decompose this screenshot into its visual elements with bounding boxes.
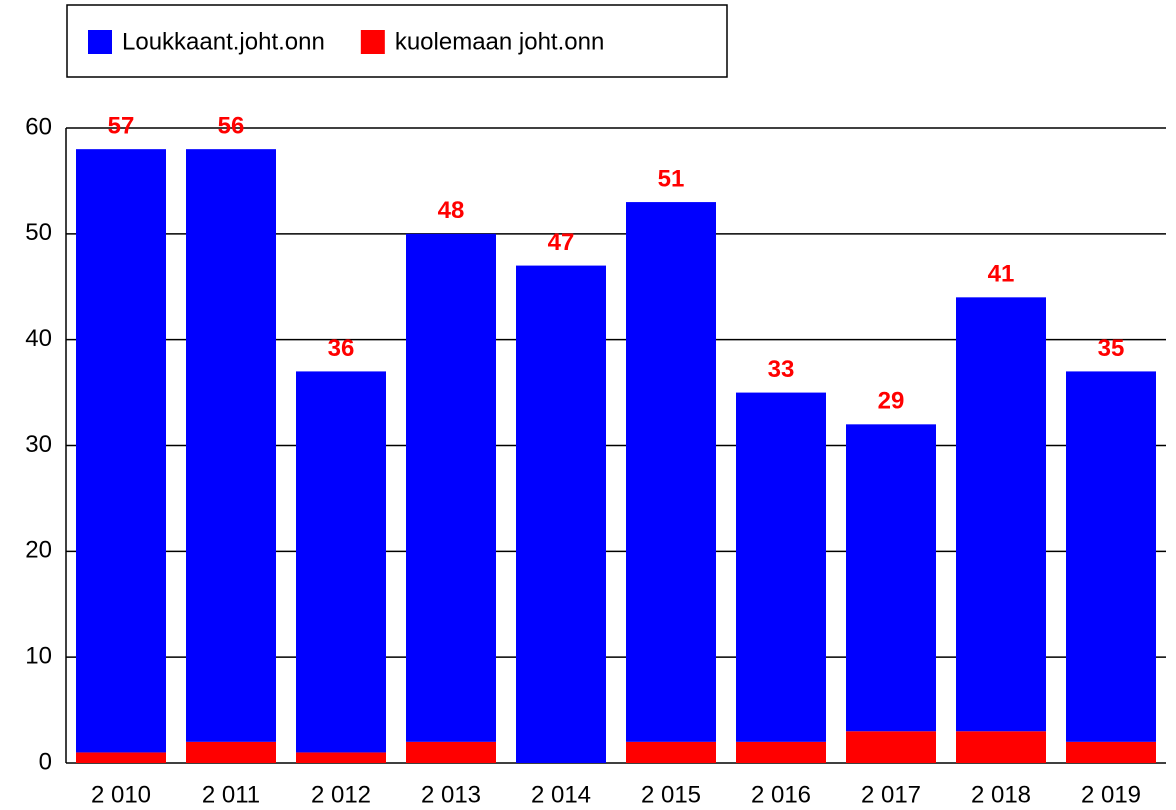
value-label: 48 [438, 197, 465, 224]
y-tick-label: 10 [25, 643, 52, 670]
y-tick-label: 20 [25, 537, 52, 564]
bar-segment [956, 297, 1046, 732]
bar-segment [186, 741, 276, 763]
x-tick-label: 2 014 [531, 781, 591, 808]
x-tick-label: 2 019 [1081, 781, 1141, 808]
value-label: 29 [878, 388, 905, 415]
value-label: 51 [658, 165, 685, 192]
bar-segment [846, 731, 936, 763]
bar-segment [736, 392, 826, 742]
y-tick-label: 40 [25, 325, 52, 352]
x-tick-label: 2 015 [641, 781, 701, 808]
bar-segment [296, 752, 386, 763]
x-tick-label: 2 013 [421, 781, 481, 808]
bar-segment [1066, 371, 1156, 742]
y-tick-label: 0 [39, 748, 52, 775]
bar-segment [406, 233, 496, 742]
bar-segment [626, 741, 716, 763]
x-tick-label: 2 010 [91, 781, 151, 808]
bar-segment [626, 202, 716, 742]
value-label: 33 [768, 356, 795, 383]
bar-segment [406, 741, 496, 763]
value-label: 57 [108, 113, 135, 140]
y-tick-label: 30 [25, 431, 52, 458]
value-label: 35 [1098, 335, 1125, 362]
bar-segment [76, 149, 166, 753]
bar-segment [1066, 741, 1156, 763]
value-label: 41 [988, 261, 1015, 288]
legend-swatch [88, 30, 112, 54]
x-tick-label: 2 016 [751, 781, 811, 808]
y-tick-label: 60 [25, 113, 52, 140]
legend-box [66, 4, 728, 78]
bar-segment [736, 741, 826, 763]
value-label: 47 [548, 229, 575, 256]
x-tick-label: 2 018 [971, 781, 1031, 808]
y-tick-label: 50 [25, 219, 52, 246]
bar-segment [516, 265, 606, 763]
x-tick-label: 2 017 [861, 781, 921, 808]
bar-segment [956, 731, 1046, 763]
value-label: 56 [218, 113, 245, 140]
bar-segment [296, 371, 386, 753]
bar-segment [76, 752, 166, 763]
legend-label: kuolemaan joht.onn [395, 28, 604, 55]
x-tick-label: 2 012 [311, 781, 371, 808]
legend-swatch [360, 30, 385, 54]
bar-segment [846, 424, 936, 732]
x-tick-label: 2 011 [202, 781, 260, 808]
value-label: 36 [328, 335, 355, 362]
bar-segment [186, 149, 276, 742]
legend-label: Loukkaant.joht.onn [122, 28, 325, 55]
